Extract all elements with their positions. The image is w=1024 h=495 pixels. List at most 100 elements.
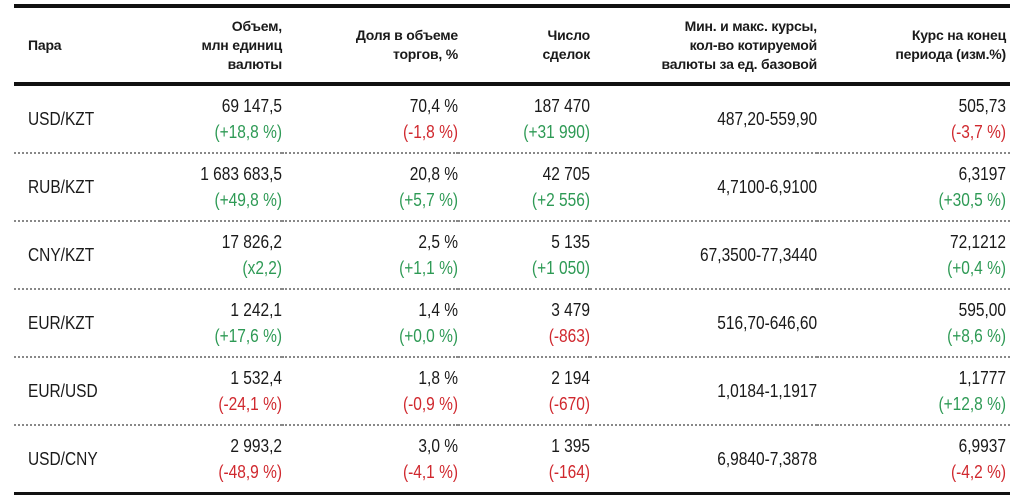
cell-rate: 595,00 (+8,6 %): [817, 289, 1010, 357]
cell-pair: RUB/KZT: [14, 153, 160, 221]
deals-value: 3 479: [551, 300, 590, 320]
cell-deals: 187 470 (+31 990): [458, 84, 590, 153]
deals-change: (+1 050): [531, 258, 590, 278]
volume-change: (+49,8 %): [214, 190, 282, 210]
cell-deals: 2 194 (-670): [458, 357, 590, 425]
header-rate: Курс на конец периода (изм.%): [895, 27, 1006, 62]
volume-value: 17 826,2: [221, 232, 282, 252]
header-share: Доля в объеме торгов, %: [355, 27, 458, 62]
volume-change: (+17,6 %): [214, 326, 282, 346]
cell-pair: USD/KZT: [14, 84, 160, 153]
range-value: 67,3500-77,3440: [699, 245, 817, 265]
table-row: USD/KZT 69 147,5 (+18,8 %) 70,4 % (-1,8 %) 18…: [14, 84, 1010, 153]
header-volume: Объем, млн единиц валюты: [201, 17, 282, 72]
table-row: EUR/KZT 1 242,1 (+17,6 %) 1,4 % (+0,0 %) 3 47…: [14, 289, 1010, 357]
table-top-rule: [14, 4, 1010, 8]
range-value: 1,0184-1,1917: [717, 381, 817, 401]
range-value: 487,20-559,90: [717, 109, 817, 129]
table-row: CNY/KZT 17 826,2 (x2,2) 2,5 % (+1,1 %) 5 135 (…: [14, 221, 1010, 289]
deals-change: (-863): [548, 326, 590, 346]
deals-value: 187 470: [534, 96, 590, 116]
rate-change: (+8,6 %): [947, 326, 1006, 346]
volume-change: (x2,2): [242, 258, 282, 278]
share-value: 20,8 %: [409, 164, 458, 184]
cell-pair: EUR/KZT: [14, 289, 160, 357]
cell-rate: 6,9937 (-4,2 %): [817, 425, 1010, 494]
cell-share: 70,4 % (-1,8 %): [282, 84, 458, 153]
cell-rate: 6,3197 (+30,5 %): [817, 153, 1010, 221]
cell-volume: 1 532,4 (-24,1 %): [160, 357, 282, 425]
cell-share: 2,5 % (+1,1 %): [282, 221, 458, 289]
volume-change: (-24,1 %): [218, 394, 282, 414]
share-value: 1,8 %: [418, 368, 458, 388]
rate-value: 6,9937: [958, 436, 1006, 456]
range-value: 4,7100-6,9100: [717, 177, 817, 197]
header-pair: Пара: [28, 36, 62, 53]
cell-rate: 1,1777 (+12,8 %): [817, 357, 1010, 425]
rate-value: 595,00: [958, 300, 1006, 320]
pair-label: USD/CNY: [28, 449, 98, 469]
volume-change: (-48,9 %): [218, 462, 282, 482]
share-value: 3,0 %: [418, 436, 458, 456]
share-change: (+0,0 %): [399, 326, 458, 346]
pair-label: EUR/KZT: [28, 313, 95, 333]
share-value: 2,5 %: [418, 232, 458, 252]
share-value: 70,4 %: [409, 96, 458, 116]
cell-range: 1,0184-1,1917: [590, 357, 817, 425]
cell-deals: 1 395 (-164): [458, 425, 590, 494]
deals-change: (-164): [548, 462, 590, 482]
share-change: (-1,8 %): [402, 122, 458, 142]
volume-value: 1 242,1: [230, 300, 282, 320]
share-change: (+5,7 %): [399, 190, 458, 210]
rate-change: (+30,5 %): [938, 190, 1006, 210]
table-header-row: Пара Объем, млн единиц валюты Доля в объем…: [14, 8, 1010, 84]
currency-pairs-table: Пара Объем, млн единиц валюты Доля в объем…: [14, 4, 1010, 495]
rate-change: (+0,4 %): [947, 258, 1006, 278]
cell-volume: 17 826,2 (x2,2): [160, 221, 282, 289]
table-row: RUB/KZT 1 683 683,5 (+49,8 %) 20,8 % (+5,7 %…: [14, 153, 1010, 221]
deals-change: (+31 990): [523, 122, 590, 142]
cell-volume: 1 683 683,5 (+49,8 %): [160, 153, 282, 221]
volume-change: (+18,8 %): [214, 122, 282, 142]
deals-value: 42 705: [542, 164, 590, 184]
pair-label: USD/KZT: [28, 109, 95, 129]
cell-rate: 505,73 (-3,7 %): [817, 84, 1010, 153]
cell-range: 4,7100-6,9100: [590, 153, 817, 221]
share-change: (-4,1 %): [402, 462, 458, 482]
cell-share: 20,8 % (+5,7 %): [282, 153, 458, 221]
pair-label: CNY/KZT: [28, 245, 95, 265]
volume-value: 1 683 683,5: [200, 164, 282, 184]
cell-rate: 72,1212 (+0,4 %): [817, 221, 1010, 289]
rate-value: 6,3197: [958, 164, 1006, 184]
cell-pair: USD/CNY: [14, 425, 160, 494]
share-change: (-0,9 %): [402, 394, 458, 414]
range-value: 6,9840-7,3878: [717, 449, 817, 469]
rate-change: (-4,2 %): [950, 462, 1006, 482]
pair-label: RUB/KZT: [28, 177, 95, 197]
cell-range: 6,9840-7,3878: [590, 425, 817, 494]
deals-change: (-670): [548, 394, 590, 414]
pair-label: EUR/USD: [28, 381, 98, 401]
cell-share: 1,4 % (+0,0 %): [282, 289, 458, 357]
cell-range: 487,20-559,90: [590, 84, 817, 153]
rate-value: 72,1212: [950, 232, 1006, 252]
deals-value: 1 395: [551, 436, 590, 456]
volume-value: 69 147,5: [221, 96, 282, 116]
header-deals: Число сделок: [542, 27, 590, 62]
rate-change: (-3,7 %): [950, 122, 1006, 142]
cell-deals: 5 135 (+1 050): [458, 221, 590, 289]
cell-deals: 42 705 (+2 556): [458, 153, 590, 221]
cell-range: 516,70-646,60: [590, 289, 817, 357]
cell-pair: CNY/KZT: [14, 221, 160, 289]
volume-value: 2 993,2: [230, 436, 282, 456]
cell-range: 67,3500-77,3440: [590, 221, 817, 289]
cell-volume: 69 147,5 (+18,8 %): [160, 84, 282, 153]
cell-volume: 2 993,2 (-48,9 %): [160, 425, 282, 494]
volume-value: 1 532,4: [230, 368, 282, 388]
deals-value: 2 194: [551, 368, 590, 388]
cell-deals: 3 479 (-863): [458, 289, 590, 357]
deals-value: 5 135: [551, 232, 590, 252]
cell-volume: 1 242,1 (+17,6 %): [160, 289, 282, 357]
share-change: (+1,1 %): [399, 258, 458, 278]
cell-share: 3,0 % (-4,1 %): [282, 425, 458, 494]
